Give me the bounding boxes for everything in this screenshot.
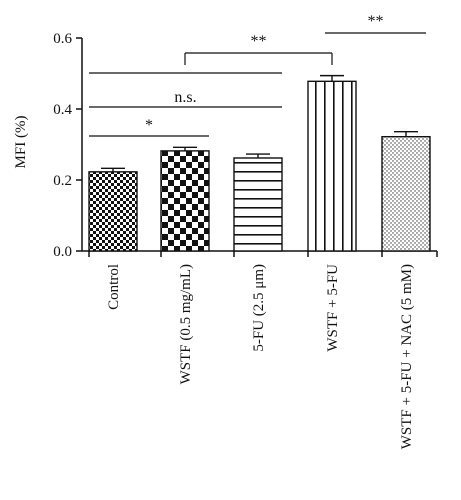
significance-label: * xyxy=(145,117,153,134)
x-tick-label: 5-FU (2.5 μm) xyxy=(251,264,267,352)
bar xyxy=(88,171,138,252)
x-tick-label: WSTF + 5-FU + NAC (5 mM) xyxy=(399,264,415,449)
y-tick-label: 0.2 xyxy=(53,173,72,189)
bar xyxy=(381,135,431,252)
significance-label: n.s. xyxy=(174,89,196,106)
y-tick-label: 0.4 xyxy=(53,102,72,118)
x-tick-label: Control xyxy=(106,264,122,310)
x-tick-label: WSTF (0.5 mg/mL) xyxy=(178,264,194,384)
y-axis-ticks: 0.0 0.2 0.4 0.6 xyxy=(53,31,82,260)
bar xyxy=(160,150,210,252)
bars xyxy=(88,80,431,252)
x-tick-label: WSTF + 5-FU xyxy=(325,264,341,352)
x-axis-tick-labels: Control WSTF (0.5 mg/mL) 5-FU (2.5 μm) WSTF… xyxy=(106,264,415,449)
significance-label: ** xyxy=(251,33,267,50)
error-bars xyxy=(101,74,418,172)
y-tick-label: 0.0 xyxy=(53,244,72,260)
bar xyxy=(307,80,357,252)
y-axis-label: MFI (%) xyxy=(13,116,29,169)
significance-label: ** xyxy=(368,13,384,30)
bar xyxy=(233,157,283,252)
significance-annotations: * n.s. ** ** xyxy=(89,13,426,137)
y-tick-label: 0.6 xyxy=(53,31,72,47)
